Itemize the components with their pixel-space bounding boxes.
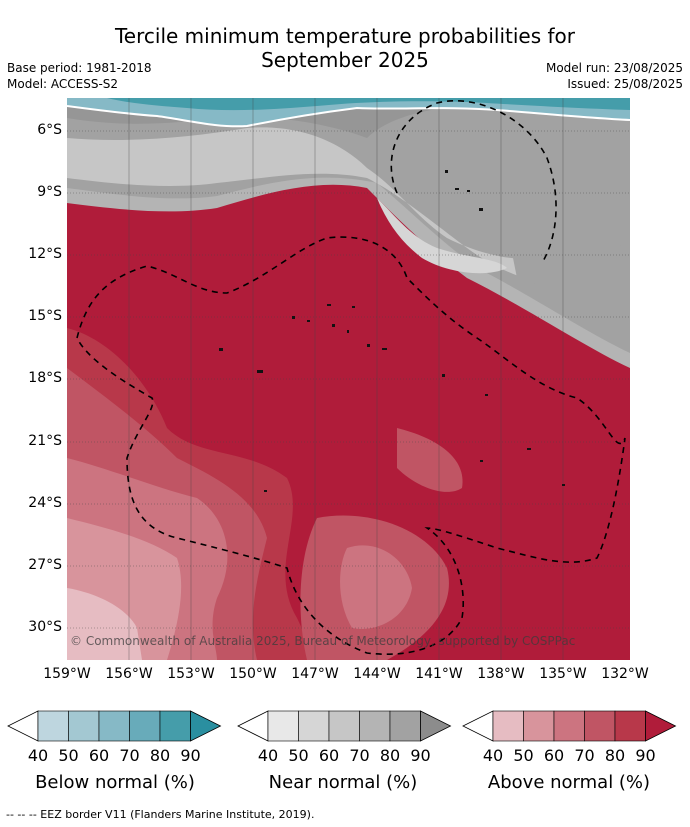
colorbar-tick-label: 50: [58, 746, 79, 765]
lat-label-9s: 9°S: [37, 184, 62, 200]
lon-label-147w: 147°W: [291, 666, 339, 682]
model-name: Model: ACCESS-S2: [7, 77, 119, 91]
colorbar-tick-label: 50: [288, 746, 309, 765]
colorbar-tick-label: 60: [543, 746, 565, 765]
lon-label-159w: 159°W: [43, 666, 91, 682]
lon-label-135w: 135°W: [539, 666, 587, 682]
title-line-1: Tercile minimum temperature probabilitie…: [114, 24, 576, 48]
eez-footnote: -- -- -- EEZ border V11 (Flanders Marine…: [6, 808, 315, 821]
colorbar-max-triangle: [645, 710, 677, 742]
colorbar-min-triangle: [237, 710, 269, 742]
colorbar-label-below: Below normal (%): [35, 772, 195, 793]
lat-label-30s: 30°S: [28, 619, 62, 635]
colorbar-segment: [68, 710, 100, 742]
map-title: Tercile minimum temperature probabilitie…: [0, 24, 690, 72]
colorbar-tick-label: 40: [27, 746, 49, 765]
colorbar-segment: [523, 710, 555, 742]
colorbar-tick-label: 80: [379, 746, 401, 765]
colorbar-segment: [614, 710, 646, 742]
colorbar-segment: [267, 710, 299, 742]
model-run: Model run: 23/08/2025: [545, 61, 683, 75]
lat-label-21s: 21°S: [28, 433, 62, 449]
lat-label-18s: 18°S: [28, 370, 62, 386]
lon-label-132w: 132°W: [601, 666, 649, 682]
colorbar-segment: [492, 710, 524, 742]
lat-label-15s: 15°S: [28, 308, 62, 324]
colorbar-tick-label: 40: [257, 746, 279, 765]
colorbar-tick-label: 60: [88, 746, 110, 765]
colorbar-max-triangle: [190, 710, 222, 742]
colorbar-tick-label: 90: [180, 746, 201, 765]
colorbar-segment: [389, 710, 421, 742]
colorbar-tick-label: 70: [349, 746, 370, 765]
colorbar-segment: [129, 710, 161, 742]
title-line-2: September 2025: [261, 48, 429, 72]
colorbar-segment: [553, 710, 585, 742]
colorbar-min-triangle: [462, 710, 494, 742]
colorbar-segment: [584, 710, 616, 742]
colorbar-tick-label: 90: [635, 746, 656, 765]
colorbar-segment: [37, 710, 69, 742]
colorbar-label-above: Above normal (%): [487, 772, 651, 793]
colorbar-tick-label: 70: [574, 746, 595, 765]
colorbars: [7, 710, 677, 742]
colorbar-segment: [328, 710, 360, 742]
lon-label-144w: 144°W: [353, 666, 401, 682]
colorbar-segment: [98, 710, 130, 742]
colorbar-tick-label: 40: [482, 746, 504, 765]
meta-left: Base period: 1981-2018 Model: ACCESS-S2: [7, 60, 152, 92]
colorbar-above: [462, 710, 677, 742]
colorbar-tick-label: 80: [604, 746, 626, 765]
lon-label-141w: 141°W: [415, 666, 463, 682]
colorbar-segment: [298, 710, 330, 742]
base-period: Base period: 1981-2018: [7, 61, 152, 75]
colorbar-tick-label: 90: [410, 746, 431, 765]
colorbar-segment: [159, 710, 191, 742]
probability-map: [67, 98, 630, 660]
colorbar-min-triangle: [7, 710, 39, 742]
issued-date: Issued: 25/08/2025: [567, 77, 683, 91]
lon-label-138w: 138°W: [477, 666, 525, 682]
colorbar-tick-label: 80: [149, 746, 171, 765]
colorbar-near: [237, 710, 452, 742]
colorbar-segment: [359, 710, 391, 742]
lon-label-156w: 156°W: [105, 666, 153, 682]
lon-label-153w: 153°W: [167, 666, 215, 682]
colorbar-below: [7, 710, 222, 742]
colorbar-label-near: Near normal (%): [268, 772, 418, 793]
lat-label-27s: 27°S: [28, 557, 62, 573]
colorbar-max-triangle: [420, 710, 452, 742]
meta-right: Model run: 23/08/2025 Issued: 25/08/2025: [546, 60, 683, 92]
lon-label-150w: 150°W: [229, 666, 277, 682]
lat-label-6s: 6°S: [37, 122, 62, 138]
colorbar-tick-label: 60: [318, 746, 340, 765]
lat-label-24s: 24°S: [28, 495, 62, 511]
lat-label-12s: 12°S: [28, 246, 62, 262]
colorbar-tick-label: 50: [513, 746, 534, 765]
copyright-notice: © Commonwealth of Australia 2025, Bureau…: [70, 634, 576, 648]
colorbar-tick-label: 70: [119, 746, 140, 765]
